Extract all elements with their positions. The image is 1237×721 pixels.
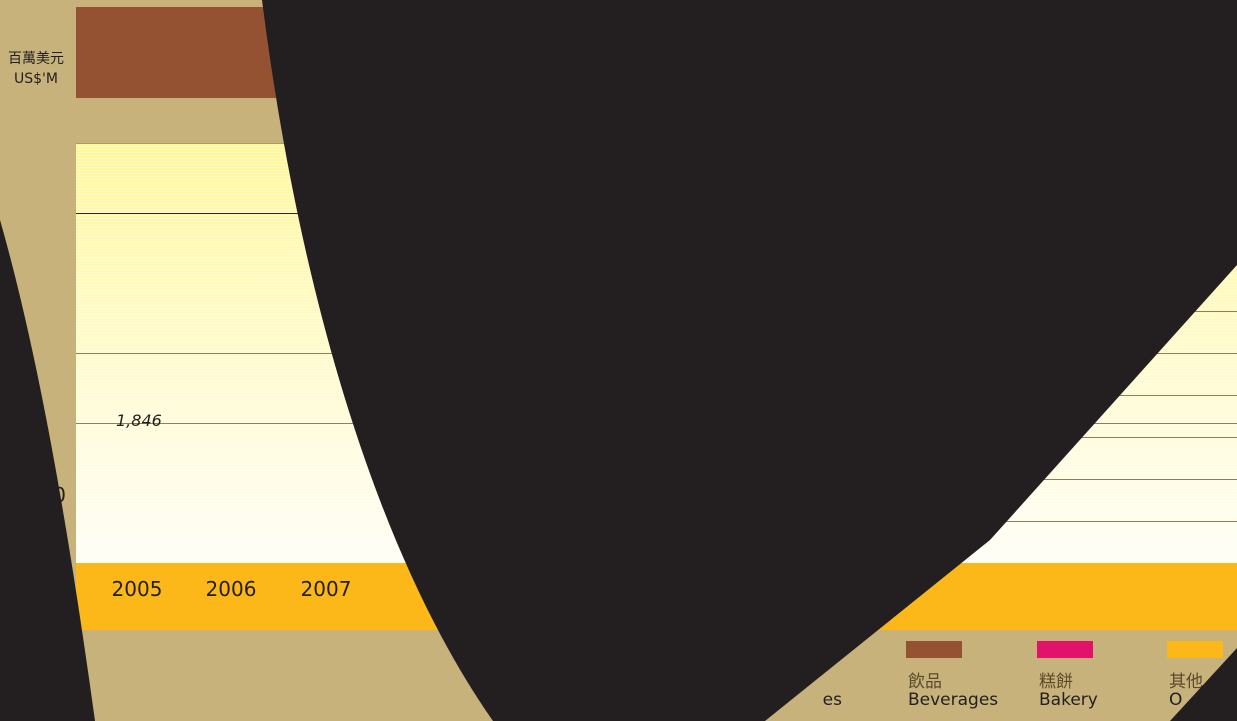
legend-swatch-beverages [906, 641, 962, 658]
legend-label-en: O [1169, 690, 1183, 710]
legend-label-en: Beverages [908, 690, 999, 710]
y-unit-label-cn: 百萬美元 [8, 51, 64, 67]
y-unit-label-en: US$'M [14, 71, 58, 87]
legend-label-cn: 飲品 [908, 672, 942, 692]
dark-overlay-corner-shape [1170, 648, 1237, 721]
legend-swatch-others [1167, 641, 1223, 658]
x-tick-2005: 2005 [112, 577, 163, 601]
legend-swatch-bakery [1037, 641, 1093, 658]
dark-overlay-left-shape [0, 220, 95, 721]
dark-overlay-main-shape [262, 0, 1237, 721]
legend-fragment: es [823, 690, 842, 710]
legend-label-cn: 其他 [1169, 672, 1203, 692]
x-tick-2006: 2006 [206, 577, 257, 601]
x-tick-2007: 2007 [301, 577, 352, 601]
data-label-2005: 1,846 [116, 411, 162, 430]
legend-label-en: Bakery [1039, 690, 1098, 710]
legend-label-cn: 糕餅 [1039, 672, 1073, 692]
